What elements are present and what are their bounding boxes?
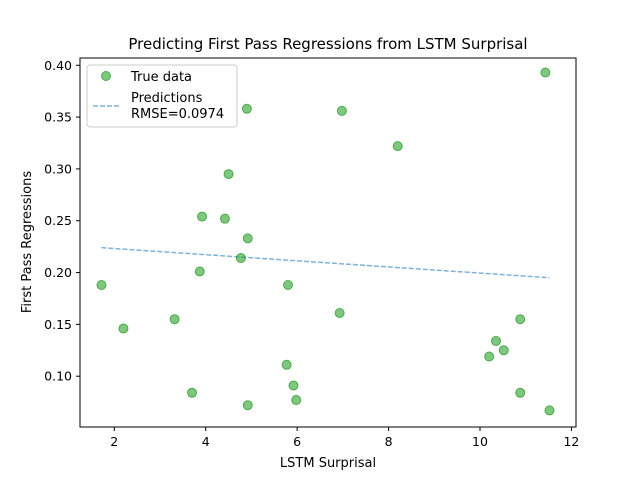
data-point [334, 307, 345, 318]
data-point [197, 211, 208, 222]
x-tick-label: 12 [563, 434, 579, 449]
y-tick-label: 0.10 [44, 369, 72, 384]
y-tick-label: 0.20 [44, 265, 72, 280]
data-point [336, 105, 347, 116]
y-axis: 0.10 0.15 0.20 0.25 0.30 0.35 0.40 [44, 58, 80, 384]
data-point [544, 405, 555, 416]
data-point [242, 233, 253, 244]
x-tick-label: 10 [472, 434, 488, 449]
x-tick-label: 2 [110, 434, 118, 449]
data-point [194, 266, 205, 277]
chart-title: Predicting First Pass Regressions from L… [128, 35, 527, 53]
data-point [515, 387, 526, 398]
data-point [223, 169, 234, 180]
x-tick-label: 4 [202, 434, 210, 449]
y-tick-label: 0.15 [44, 317, 72, 332]
legend-marker-true-data [101, 71, 111, 81]
x-axis-label: LSTM Surprisal [280, 456, 376, 471]
plot-area [96, 67, 555, 416]
data-point [169, 314, 180, 325]
x-tick-label: 6 [293, 434, 301, 449]
y-tick-label: 0.30 [44, 161, 72, 176]
data-point [291, 395, 302, 406]
data-point [515, 314, 526, 325]
data-point [241, 103, 252, 114]
y-tick-label: 0.40 [44, 58, 72, 73]
legend-label-true-data: True data [130, 70, 192, 85]
data-point [242, 400, 253, 411]
y-tick-label: 0.25 [44, 213, 72, 228]
y-axis-label: First Pass Regressions [20, 171, 35, 313]
data-point [392, 141, 403, 152]
data-point [498, 345, 509, 356]
x-tick-label: 8 [385, 434, 393, 449]
legend-box [86, 64, 238, 128]
legend-label-predictions: Predictions [131, 91, 203, 106]
y-tick-label: 0.35 [44, 110, 72, 125]
data-point [288, 380, 299, 391]
data-point [219, 213, 230, 224]
data-point [235, 253, 246, 264]
data-point [491, 335, 501, 346]
data-point [283, 279, 293, 290]
data-point [118, 323, 129, 334]
prediction-line [101, 246, 550, 279]
legend-label-rmse: RMSE=0.0974 [131, 107, 224, 122]
data-point [96, 279, 107, 290]
data-point [281, 359, 292, 370]
data-point [187, 387, 197, 398]
data-point [540, 67, 551, 78]
plot-frame [79, 57, 577, 428]
legend: True data Predictions RMSE=0.0974 [86, 64, 238, 128]
data-point [484, 351, 495, 362]
x-axis: 2 4 6 8 10 12 [110, 427, 579, 449]
